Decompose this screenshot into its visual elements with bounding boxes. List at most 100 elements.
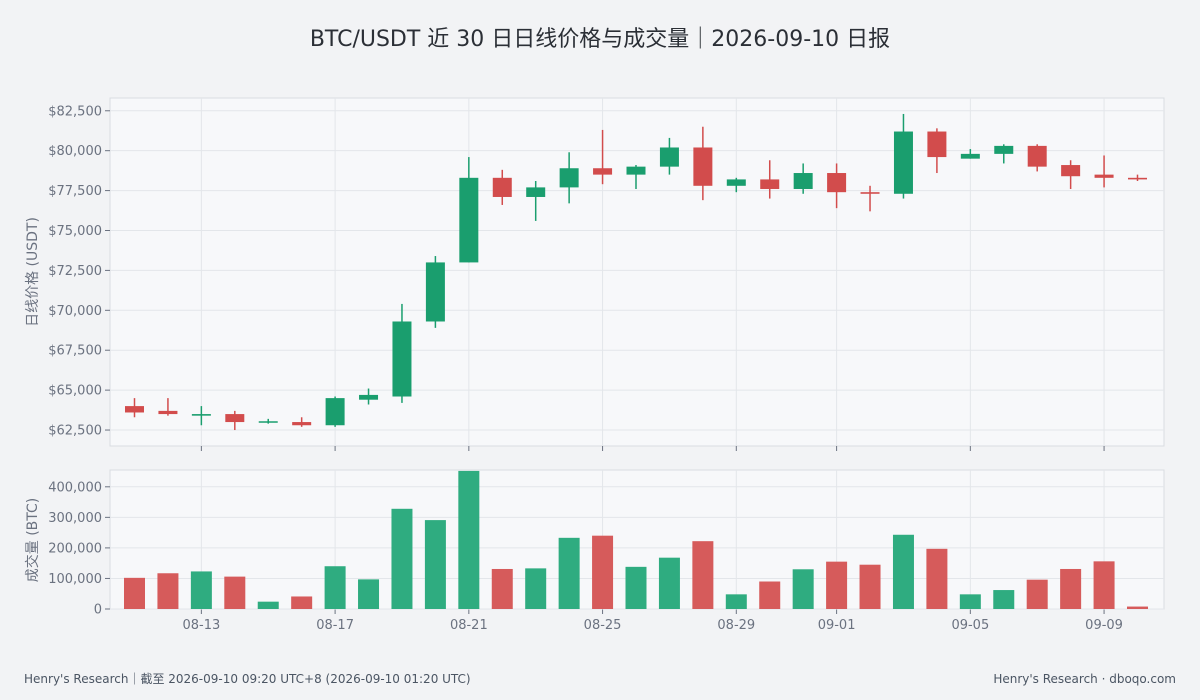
candle-body xyxy=(626,166,646,175)
candle-body xyxy=(325,398,345,426)
candle-body xyxy=(459,177,479,263)
volume-bar xyxy=(993,590,1015,609)
volume-bar xyxy=(424,520,446,609)
candle-body xyxy=(359,394,379,400)
footer-right: Henry's Research · dboqo.com xyxy=(993,672,1176,686)
candle-body xyxy=(1094,174,1114,178)
candle xyxy=(626,165,646,189)
price-y-tick-label: $75,000 xyxy=(48,224,102,239)
volume-y-tick-label: 300,000 xyxy=(48,511,102,526)
candle xyxy=(927,128,947,174)
volume-bar xyxy=(1093,561,1115,609)
volume-y-tick-label: 100,000 xyxy=(48,572,102,587)
volume-bar xyxy=(658,557,680,609)
candle xyxy=(994,144,1014,164)
volume-bar xyxy=(1060,568,1082,609)
volume-bar xyxy=(926,548,948,609)
chart-title: BTC/USDT 近 30 日日线价格与成交量｜2026-09-10 日报 xyxy=(310,27,890,52)
candle-body xyxy=(927,131,947,158)
candle-body xyxy=(191,414,211,416)
candle xyxy=(125,398,144,418)
price-y-tick-label: $77,500 xyxy=(48,184,102,199)
candle-body xyxy=(860,192,880,194)
price-y-tick-label: $70,000 xyxy=(48,304,102,319)
candle xyxy=(659,137,679,175)
volume-bar xyxy=(157,573,179,609)
candle xyxy=(760,160,780,199)
candle xyxy=(359,388,379,405)
volume-bar xyxy=(859,564,881,609)
volume-y-tick-label: 200,000 xyxy=(48,541,102,556)
candle-body xyxy=(492,177,512,197)
price-y-tick-label: $82,500 xyxy=(48,104,102,119)
candle xyxy=(1128,174,1147,182)
candle xyxy=(559,152,579,204)
candle xyxy=(158,398,178,416)
volume-y-tick-label: 400,000 xyxy=(48,480,102,495)
price-y-tick-label: $80,000 xyxy=(48,144,102,159)
volume-bar xyxy=(759,581,781,609)
candle-body xyxy=(827,173,847,193)
candle-body xyxy=(960,153,980,159)
volume-bar xyxy=(592,535,614,609)
volume-bar xyxy=(358,579,380,609)
x-tick-label: 08-25 xyxy=(584,618,622,633)
volume-bar xyxy=(826,561,848,609)
volume-y-ticks: 0 100,000 200,000 300,000 400,000 xyxy=(48,480,110,618)
candles xyxy=(125,113,1147,431)
volume-y-tick-label: 0 xyxy=(94,603,102,618)
candle-body xyxy=(526,187,546,197)
volume-bar xyxy=(491,568,513,609)
volume-bar xyxy=(458,470,480,609)
candle xyxy=(492,169,512,205)
volume-bars xyxy=(124,470,1148,609)
candle-body xyxy=(292,422,312,426)
price-panel xyxy=(109,97,1165,447)
x-ticks: 08-13 08-17 08-21 08-25 08-29 09-01 09-05 09-09 xyxy=(182,618,1122,633)
candle xyxy=(392,303,412,403)
volume-bar xyxy=(525,568,547,609)
volume-bar xyxy=(257,601,279,609)
price-y-tick-label: $72,500 xyxy=(48,264,102,279)
candle-body xyxy=(1128,177,1147,180)
x-tick-label: 09-09 xyxy=(1085,618,1123,633)
candle xyxy=(292,417,312,427)
x-tick-label: 08-17 xyxy=(316,618,354,633)
candle-body xyxy=(125,406,144,413)
candle xyxy=(827,163,847,209)
candle-body xyxy=(793,173,813,189)
candle-body xyxy=(994,145,1014,154)
volume-bar xyxy=(1026,579,1048,609)
volume-bar xyxy=(391,508,413,609)
candle xyxy=(225,410,245,431)
x-tick-label: 08-29 xyxy=(717,618,755,633)
candle-body xyxy=(693,147,713,186)
price-grid xyxy=(110,98,1164,451)
candle-body xyxy=(158,410,178,415)
candle xyxy=(1027,144,1047,172)
candle xyxy=(325,396,345,427)
price-y-tick-label: $65,000 xyxy=(48,384,102,399)
candle-body xyxy=(1027,145,1047,167)
candle xyxy=(960,149,980,159)
candle xyxy=(726,177,746,193)
x-tick-label: 09-01 xyxy=(818,618,856,633)
candle xyxy=(258,418,278,424)
candle xyxy=(1094,155,1114,188)
candle xyxy=(526,181,546,221)
candle xyxy=(425,256,445,328)
price-y-tick-label: $62,500 xyxy=(48,424,102,439)
volume-bar xyxy=(625,566,647,609)
candle-body xyxy=(593,168,613,175)
candle-body xyxy=(893,131,913,194)
price-y-tick-label: $67,500 xyxy=(48,344,102,359)
candle xyxy=(893,113,913,199)
x-tick-label: 08-21 xyxy=(450,618,488,633)
volume-bar xyxy=(959,594,981,609)
candle xyxy=(593,129,613,185)
candle-body xyxy=(258,421,278,423)
candle xyxy=(793,163,813,194)
x-tick-label: 09-05 xyxy=(951,618,989,633)
candle-body xyxy=(392,321,412,397)
